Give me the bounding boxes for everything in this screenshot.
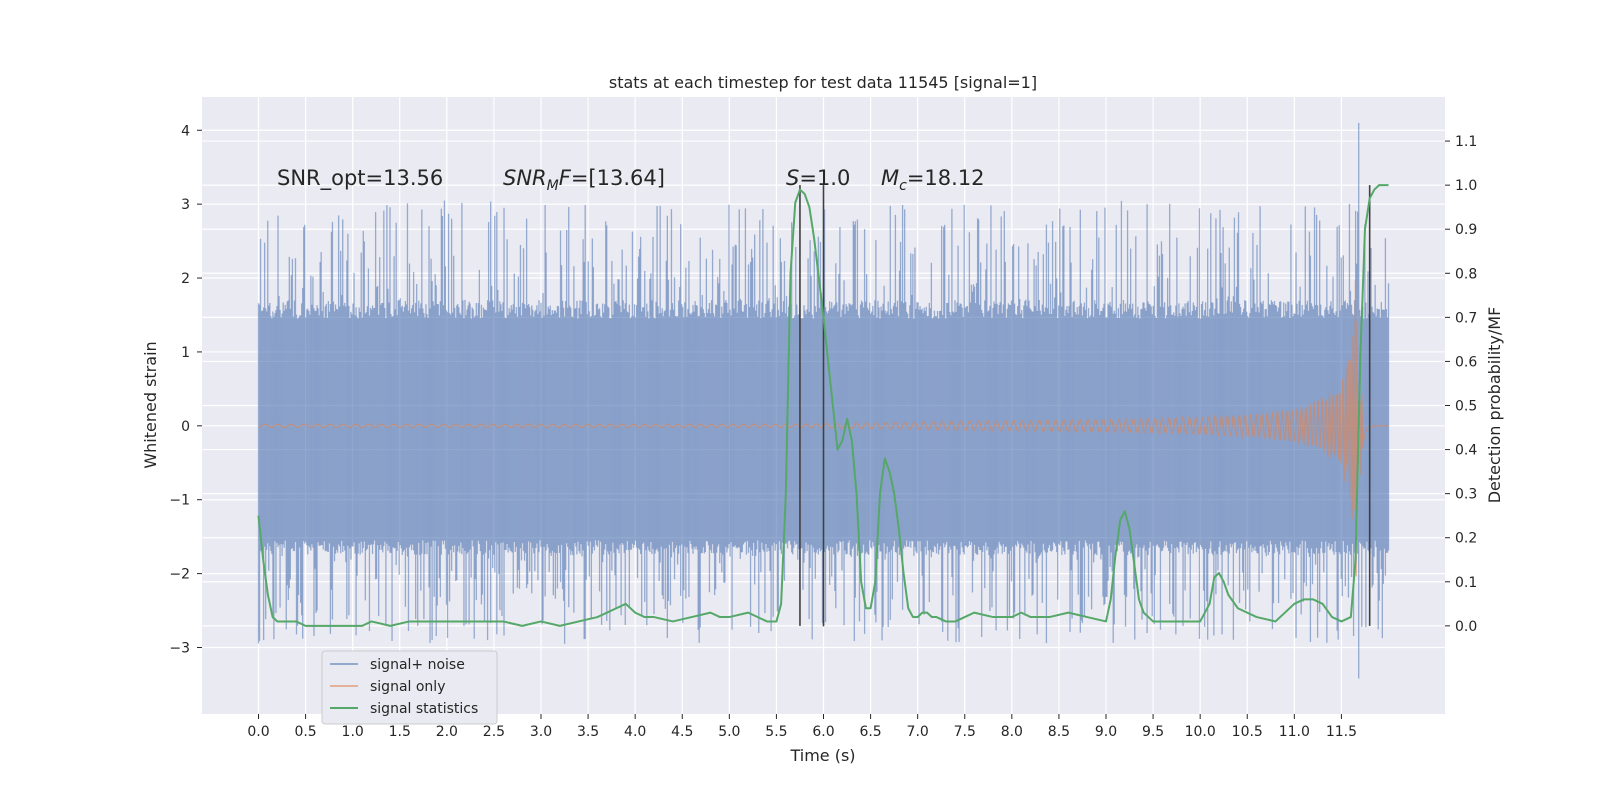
x-tick-label: 7.5 [954, 724, 976, 740]
legend-label-signal: signal only [370, 679, 445, 695]
axis-ticks: 0.0 0.5 1.0 1.5 2.0 2.5 3.0 3.5 4.0 4.5 5.0 5.5 6.0 6… [169, 123, 1477, 740]
y-axis-left-label: Whitened strain [141, 341, 160, 468]
y-right-tick-label: 0.6 [1455, 354, 1477, 370]
chart-title: stats at each timestep for test data 115… [609, 73, 1037, 92]
x-tick-label: 3.5 [577, 724, 599, 740]
x-axis-label: Time (s) [789, 746, 855, 765]
x-tick-label: 2.5 [483, 724, 505, 740]
x-tick-label: 8.0 [1001, 724, 1023, 740]
x-tick-label: 2.0 [436, 724, 458, 740]
legend-box [321, 650, 498, 725]
y-right-tick-label: 0.4 [1455, 443, 1477, 459]
x-tick-label: 5.0 [718, 724, 740, 740]
x-tick-label: 0.0 [247, 724, 269, 740]
x-tick-label: 4.0 [624, 724, 646, 740]
x-tick-label: 9.0 [1095, 724, 1117, 740]
y-right-tick-label: 0.7 [1455, 310, 1477, 326]
x-tick-label: 4.5 [671, 724, 693, 740]
y-left-tick-label: 4 [181, 123, 190, 139]
y-axis-right-label: Detection probability/MF [1485, 307, 1504, 504]
annotation-s-value: S=1.0 [786, 166, 850, 190]
x-tick-label: 11.0 [1279, 724, 1310, 740]
x-tick-label: 10.0 [1185, 724, 1216, 740]
x-tick-label: 6.0 [812, 724, 834, 740]
annotation-snr-mf: SNRMF=[13.64] [503, 166, 665, 194]
signal-statistics-series [257, 184, 1389, 627]
y-right-tick-label: 0.9 [1455, 222, 1477, 238]
x-tick-label: 0.5 [294, 724, 316, 740]
x-tick-label: 6.5 [859, 724, 881, 740]
y-left-tick-label: 1 [181, 345, 190, 361]
y-right-tick-label: 0.5 [1455, 399, 1477, 415]
y-left-tick-label: −2 [169, 567, 190, 583]
x-tick-label: 9.5 [1142, 724, 1164, 740]
y-right-tick-label: 1.1 [1455, 134, 1477, 150]
y-right-tick-label: 0.1 [1455, 575, 1477, 591]
legend-label-noise: signal+ noise [370, 657, 465, 673]
y-left-tick-label: −1 [169, 493, 190, 509]
y-left-tick-label: −3 [169, 640, 190, 656]
x-tick-label: 1.0 [342, 724, 364, 740]
x-tick-label: 11.5 [1326, 724, 1357, 740]
y-right-tick-label: 0.0 [1455, 619, 1477, 635]
x-tick-label: 5.5 [765, 724, 787, 740]
x-tick-label: 3.0 [530, 724, 552, 740]
legend-label-statistics: signal statistics [370, 701, 478, 717]
y-right-tick-label: 0.2 [1455, 531, 1477, 547]
signal-noise-series [257, 122, 1390, 679]
y-left-tick-label: 3 [181, 197, 190, 213]
y-right-tick-label: 1.0 [1455, 178, 1477, 194]
y-right-tick-label: 0.8 [1455, 266, 1477, 282]
x-tick-label: 7.0 [907, 724, 929, 740]
vertical-markers [799, 185, 1371, 626]
x-tick-label: 1.5 [389, 724, 411, 740]
y-left-tick-label: 0 [181, 419, 190, 435]
annotation-mc-value: Mc=18.12 [881, 166, 985, 194]
y-left-tick-label: 2 [181, 271, 190, 287]
x-tick-label: 10.5 [1232, 724, 1263, 740]
x-tick-label: 8.5 [1048, 724, 1070, 740]
signal-statistics-line [257, 184, 1389, 627]
annotation-snr-opt: SNR_opt=13.56 [277, 166, 443, 191]
y-right-tick-label: 0.3 [1455, 487, 1477, 503]
legend: signal+ noise signal only signal statist… [321, 650, 498, 725]
